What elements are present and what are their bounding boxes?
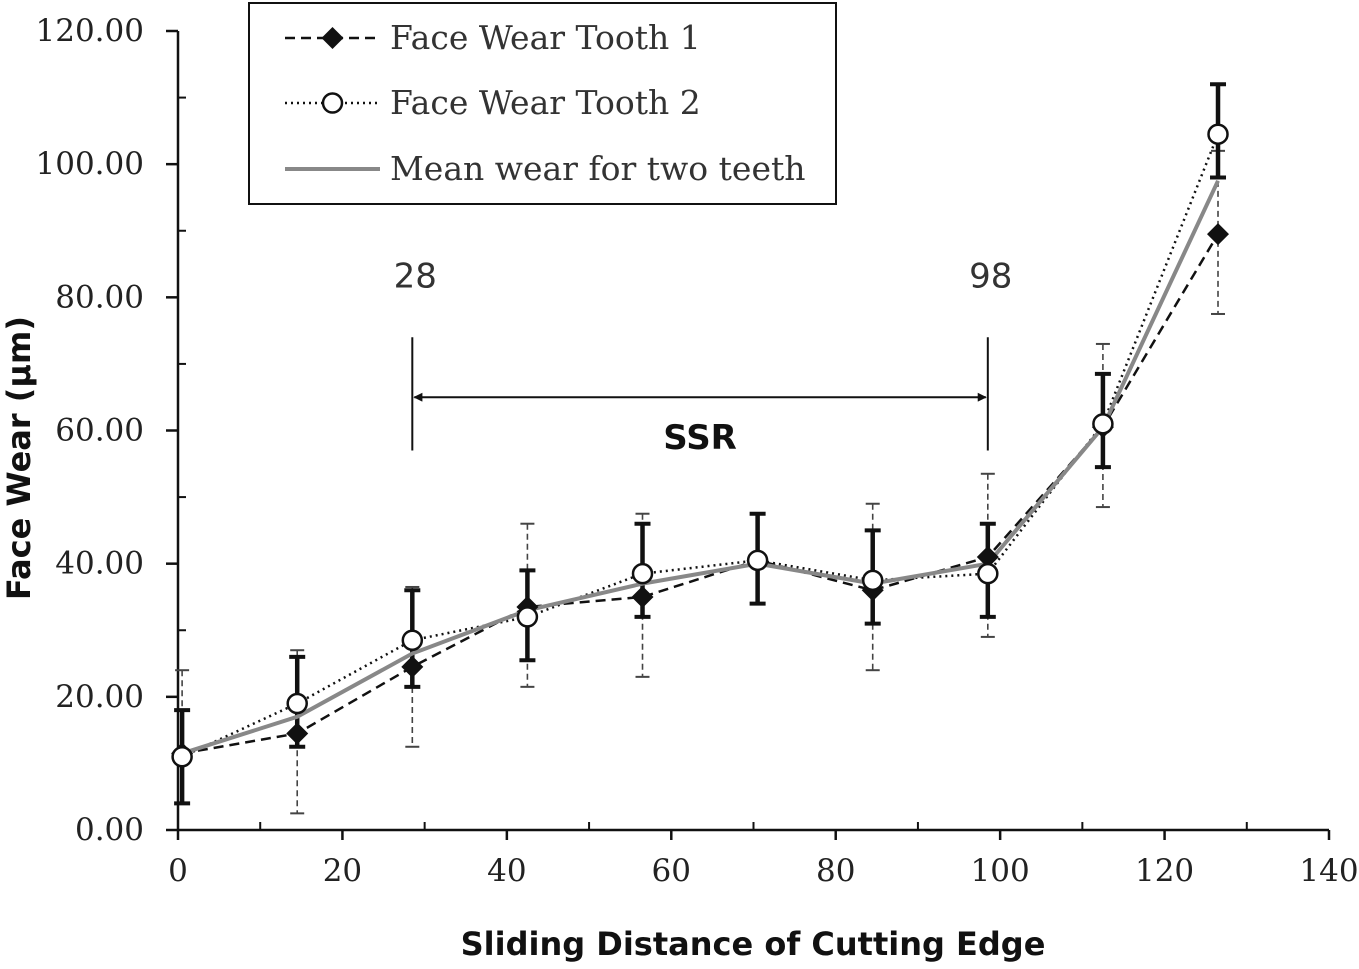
tooth-2-circle-point [861,569,884,592]
tooth-2-circle-point [1092,413,1114,435]
tooth-2-circle-point [516,606,539,628]
legend-diamond-icon [321,27,344,49]
tooth-2-circle-point [746,549,769,572]
ssr-boundary-label: 98 [969,256,1012,296]
ssr-annotation: 28 98 SSR [394,256,1013,458]
x-axis-label: Sliding Distance of Cutting Edge [461,925,1046,963]
tooth-2-circle-point [286,692,308,715]
tooth-2-circle-point [977,562,999,585]
x-tick-label: 120 [1135,853,1194,889]
y-tick-label: 80.00 [55,279,144,315]
y-tick-label: 40.00 [55,546,144,582]
y-tick-label: 100.00 [36,146,144,182]
tooth-2-circle-point [401,629,424,651]
ssr-boundary-label: 28 [394,256,437,296]
y-tick-label: 0.00 [75,812,144,848]
tooth-2-circle-point [1207,123,1229,145]
y-tick-label: 60.00 [55,413,144,449]
series-line-tooth-2 [181,133,1220,758]
tooth-1-diamond-point [401,655,424,678]
series-line-mean [181,179,1220,756]
tooth-1-diamond-point [286,722,309,745]
x-tick-label: 80 [816,853,855,889]
legend-label-tooth-1: Face Wear Tooth 1 [390,18,701,57]
ssr-label: SSR [663,418,737,458]
tooth-2-circle-point [171,746,193,768]
x-tick-label: 140 [1299,853,1358,889]
legend-label-mean: Mean wear for two teeth [390,149,806,188]
data-markers [171,123,1230,768]
legend: Face Wear Tooth 1 Face Wear Tooth 2 Mean w… [248,2,837,205]
tooth-1-diamond-point [976,546,999,569]
y-tick-label: 120.00 [36,13,144,49]
y-tick-label: 20.00 [55,679,144,715]
series-line-tooth-1 [181,233,1220,755]
x-tick-label: 0 [168,853,188,889]
legend-label-tooth-2: Face Wear Tooth 2 [390,83,701,122]
tooth-1-diamond-point [1207,223,1230,246]
tooth-2-circle-point [631,562,654,585]
x-tick-label: 100 [971,853,1030,889]
tooth-1-diamond-point [631,585,654,608]
y-axis-label: Face Wear (μm) [0,316,38,600]
x-tick-label: 40 [487,853,526,889]
x-tick-label: 20 [323,853,362,889]
legend-circle-icon [321,92,344,114]
series-lines [181,133,1220,758]
x-tick-label: 60 [652,853,691,889]
axis-tick-labels: 0 20 40 60 80 100 120 140 0.00 20.00 40.00 60.00 80.… [36,13,1359,889]
